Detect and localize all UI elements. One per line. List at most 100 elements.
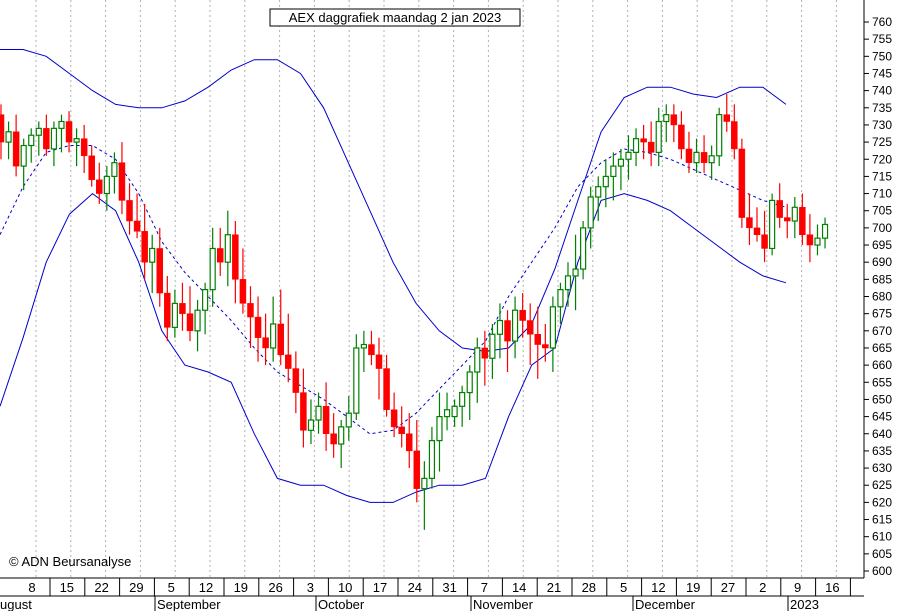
- candle: [171, 289, 178, 338]
- candle: [738, 138, 746, 228]
- candle: [35, 121, 42, 156]
- candle: [489, 323, 496, 379]
- month-label: 2023: [790, 597, 819, 611]
- candle: [80, 124, 88, 173]
- candle: [224, 210, 231, 287]
- month-label: ugust: [0, 597, 32, 611]
- candle: [20, 138, 27, 191]
- candle: [655, 107, 662, 167]
- x-ticks: 8 15 22 29 5 12 19 26 3 10 17 24 31 7 14 21 28 5 12 19 27 2 9 1…: [28, 578, 851, 596]
- x-tick-label: 5: [620, 580, 627, 595]
- candle: [209, 227, 216, 307]
- candle: [103, 166, 110, 211]
- month-label: October: [318, 597, 365, 611]
- candle: [587, 186, 594, 249]
- candle: [806, 214, 814, 263]
- y-tick-label: 760: [872, 15, 892, 29]
- candle: [716, 107, 723, 167]
- candle: [375, 337, 383, 400]
- candle: [526, 303, 534, 366]
- y-tick-label: 705: [872, 204, 892, 218]
- candle: [186, 286, 194, 342]
- candle: [769, 193, 776, 256]
- y-tick-label: 635: [872, 444, 892, 458]
- x-tick-label: 19: [234, 580, 248, 595]
- candle: [50, 121, 58, 167]
- candle: [451, 399, 458, 427]
- y-tick-label: 715: [872, 169, 892, 183]
- candle: [746, 193, 753, 246]
- x-tick-label: 5: [168, 580, 175, 595]
- candle: [111, 152, 118, 194]
- candle: [640, 124, 647, 160]
- candle: [5, 121, 12, 160]
- candle: [617, 148, 625, 191]
- candle: [557, 282, 564, 324]
- y-tick-label: 680: [872, 290, 892, 304]
- x-tick-label: 3: [307, 580, 314, 595]
- y-tick-label: 675: [872, 307, 892, 321]
- candle: [761, 210, 768, 263]
- candle: [799, 193, 806, 246]
- candle: [670, 104, 678, 143]
- x-tick-label: 9: [794, 580, 801, 595]
- candle: [368, 330, 375, 366]
- candle: [360, 330, 367, 372]
- candle: [149, 234, 156, 294]
- candle: [96, 162, 103, 204]
- candle: [474, 337, 481, 403]
- y-tick-label: 625: [872, 478, 892, 492]
- candle: [534, 306, 542, 379]
- candle: [708, 145, 715, 180]
- candle: [421, 461, 428, 530]
- candle: [65, 111, 73, 153]
- candle: [270, 296, 277, 362]
- y-tick-label: 630: [872, 461, 892, 475]
- x-tick-label: 29: [129, 580, 143, 595]
- candle: [610, 152, 617, 201]
- y-tick-label: 605: [872, 547, 892, 561]
- candle: [519, 293, 526, 338]
- candle: [663, 104, 670, 143]
- y-tick-label: 690: [872, 255, 892, 269]
- x-tick-label: 14: [512, 580, 526, 595]
- candle: [300, 368, 307, 448]
- candle: [277, 289, 284, 366]
- candle: [164, 275, 171, 342]
- candle: [723, 94, 731, 132]
- y-tick-label: 735: [872, 101, 892, 115]
- candle: [345, 396, 352, 441]
- candle: [595, 176, 602, 222]
- y-tick-label: 755: [872, 32, 892, 46]
- candle: [564, 262, 572, 307]
- y-tick-label: 640: [872, 427, 892, 441]
- y-tick-label: 670: [872, 324, 892, 338]
- candle: [700, 135, 708, 173]
- candle: [731, 104, 738, 160]
- x-tick-label: 22: [94, 580, 108, 595]
- upper-band: [0, 49, 787, 352]
- candle: [216, 227, 224, 276]
- y-tick-label: 655: [872, 375, 892, 389]
- candle: [776, 183, 783, 228]
- candle: [126, 183, 133, 235]
- candle: [315, 392, 322, 434]
- candle: [496, 303, 504, 359]
- candle: [353, 334, 360, 421]
- y-tick-label: 600: [872, 564, 892, 578]
- candle: [330, 413, 337, 458]
- month-label: November: [473, 597, 534, 611]
- month-labels: ugust September October November December 202…: [0, 596, 819, 611]
- candle: [443, 392, 451, 431]
- candle: [88, 145, 95, 187]
- candle: [549, 296, 556, 372]
- candles: [0, 94, 829, 530]
- candle: [814, 224, 821, 256]
- candle: [262, 313, 269, 366]
- x-tick-label: 21: [547, 580, 561, 595]
- x-tick-label: 26: [268, 580, 282, 595]
- title-box: [269, 8, 521, 27]
- x-tick-label: 27: [721, 580, 735, 595]
- candle: [436, 392, 443, 472]
